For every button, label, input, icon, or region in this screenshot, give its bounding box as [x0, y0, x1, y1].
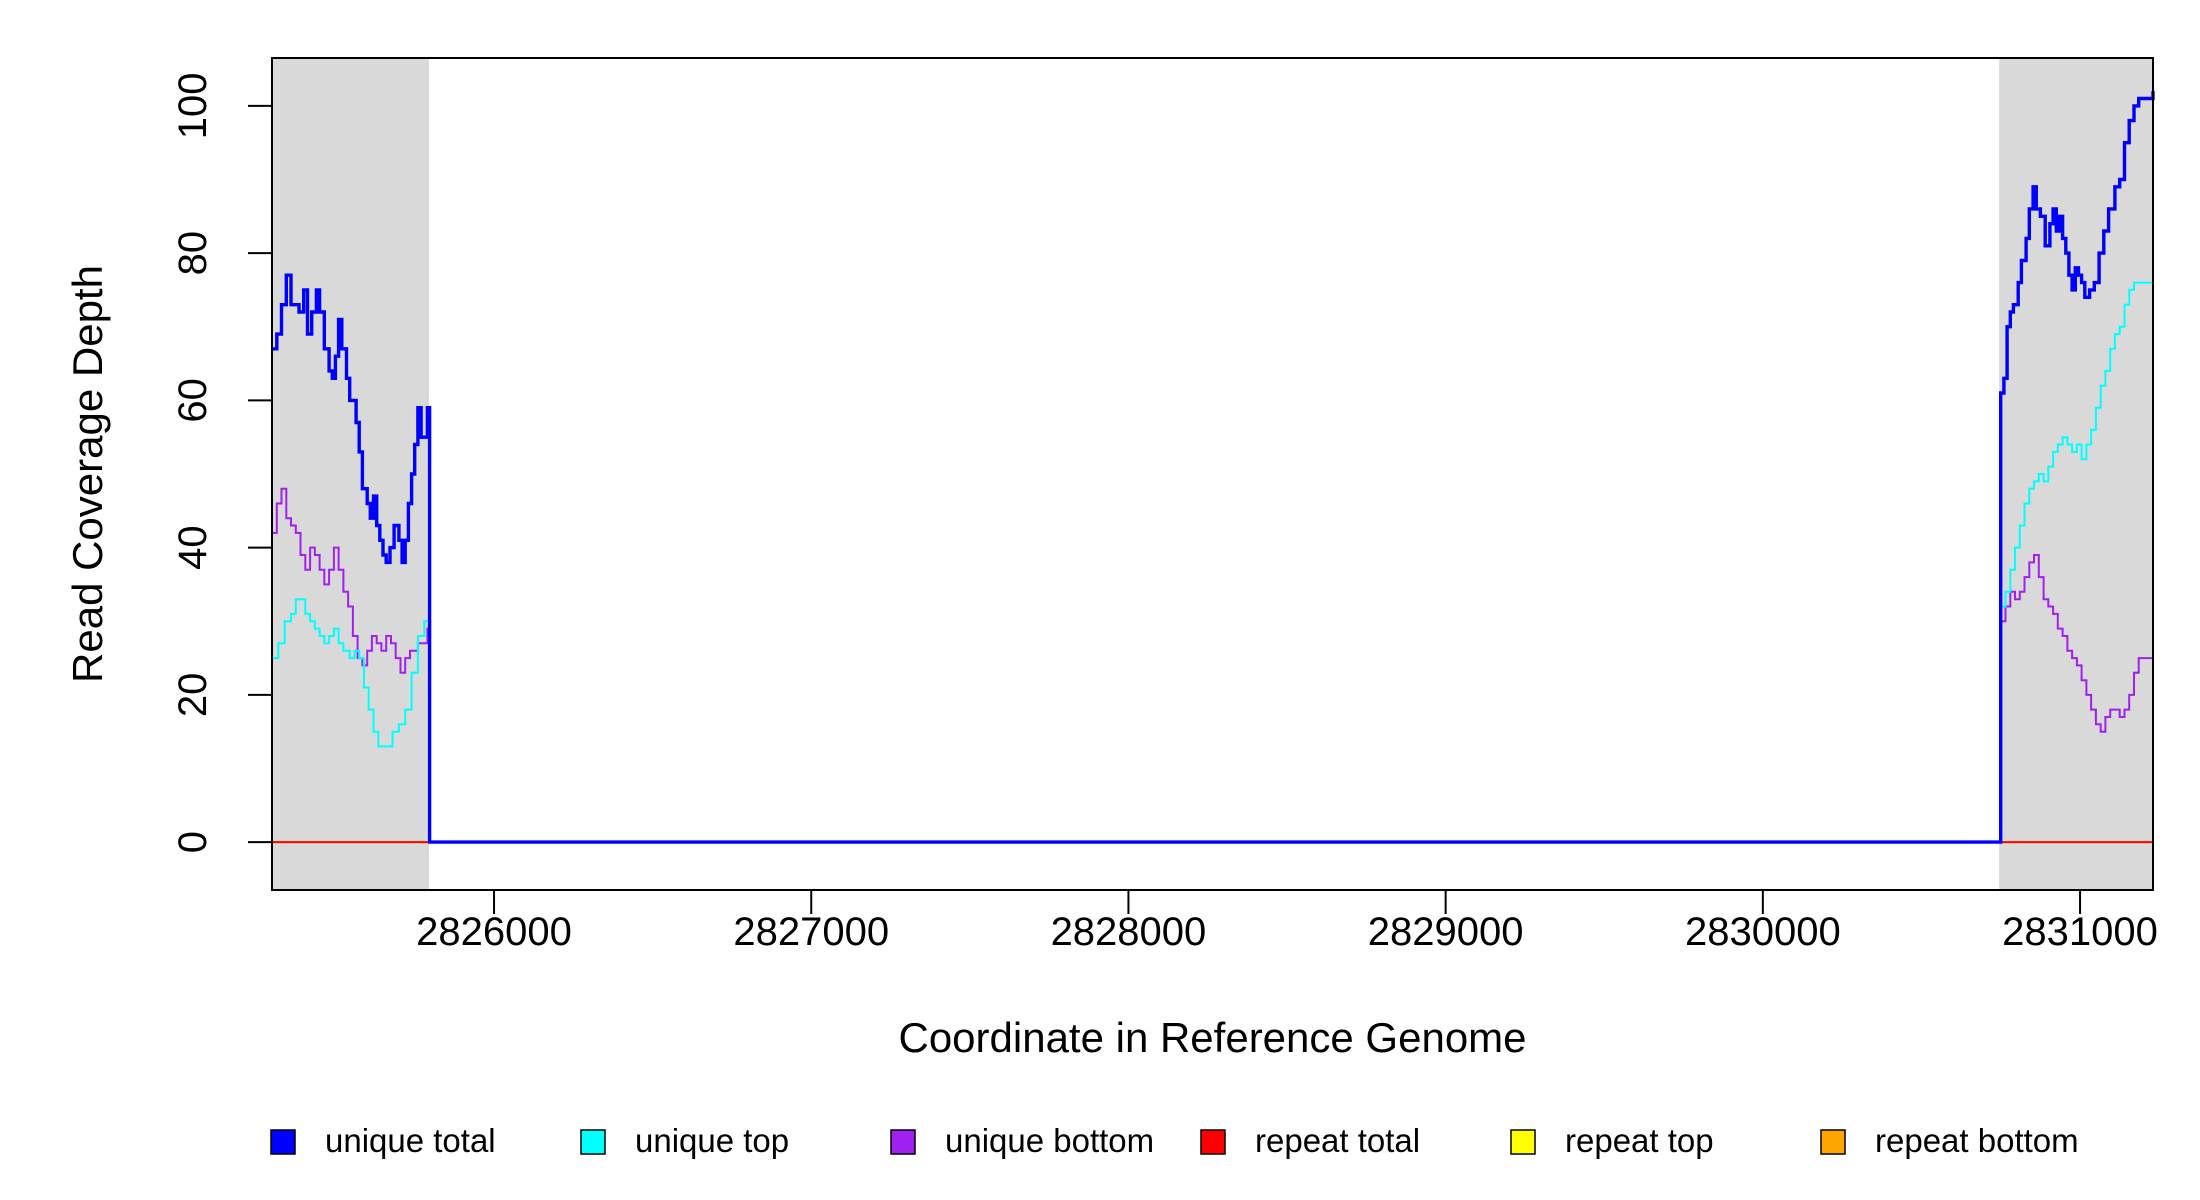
x-tick-label: 2830000	[1685, 910, 1841, 954]
legend-swatch	[1510, 1129, 1536, 1155]
legend-label: repeat top	[1565, 1122, 1714, 1159]
y-tick-label: 20	[171, 673, 215, 718]
legend-item-repeat-top: repeat top	[1510, 1122, 1714, 1159]
shaded-region-1	[272, 58, 430, 890]
series-unique-bottom	[272, 487, 2153, 844]
shaded-region-layer	[272, 58, 2153, 890]
y-tick-label: 80	[171, 231, 215, 276]
y-tick-label: 0	[171, 831, 215, 853]
legend: unique total unique top unique bottom repea…	[270, 1122, 2079, 1159]
shaded-region-2	[1999, 58, 2153, 890]
legend-item-repeat-total: repeat total	[1200, 1122, 1420, 1159]
legend-item-unique-bottom: unique bottom	[890, 1122, 1154, 1159]
y-tick-label: 60	[171, 378, 215, 423]
x-tick-label: 2828000	[1051, 910, 1207, 954]
y-tick-label: 100	[171, 73, 215, 140]
legend-item-repeat-bottom: repeat bottom	[1820, 1122, 2079, 1159]
y-tick-label: 40	[171, 525, 215, 570]
y-axis: 0 20 40 60 80 100	[171, 73, 273, 853]
legend-label: unique bottom	[945, 1122, 1154, 1159]
legend-swatch	[580, 1129, 606, 1155]
legend-label: unique total	[325, 1122, 496, 1159]
legend-label: unique top	[635, 1122, 789, 1159]
x-tick-label: 2826000	[416, 910, 572, 954]
legend-item-unique-total: unique total	[270, 1122, 496, 1159]
legend-item-unique-top: unique top	[580, 1122, 789, 1159]
series-unique-total	[272, 91, 2155, 844]
x-tick-label: 2827000	[733, 910, 889, 954]
legend-swatch	[1820, 1129, 1846, 1155]
legend-swatch	[1200, 1129, 1226, 1155]
series-layer	[272, 91, 2155, 844]
x-tick-label: 2831000	[2002, 910, 2158, 954]
x-tick-label: 2829000	[1368, 910, 1524, 954]
legend-label: repeat bottom	[1875, 1122, 2079, 1159]
x-axis-title: Coordinate in Reference Genome	[898, 1014, 1526, 1061]
legend-swatch	[890, 1129, 916, 1155]
series-unique-top	[272, 281, 2153, 844]
legend-label: repeat total	[1255, 1122, 1420, 1159]
plot-frame	[271, 57, 2154, 891]
x-axis: 2826000 2827000 2828000 2829000 2830000 28310…	[416, 889, 2158, 954]
legend-swatch	[270, 1129, 296, 1155]
y-axis-title: Read Coverage Depth	[64, 265, 111, 683]
